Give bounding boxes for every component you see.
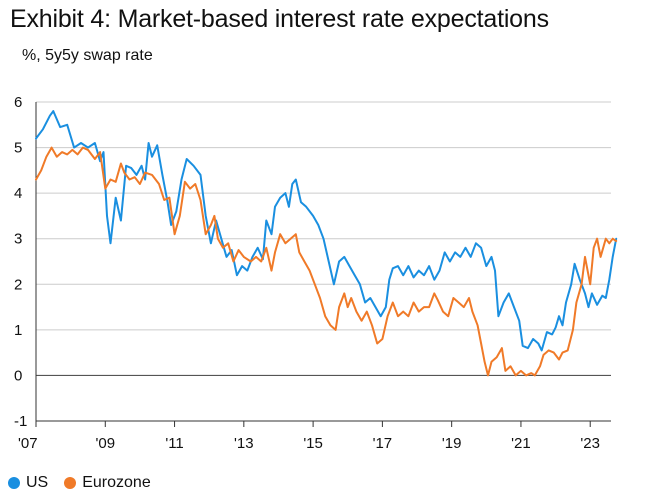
y-tick-label: 6: [14, 94, 22, 111]
x-tick-label: '23: [580, 435, 600, 452]
legend-item-eurozone[interactable]: Eurozone: [64, 474, 151, 492]
y-tick-label: 5: [14, 140, 22, 157]
y-tick-label: 1: [14, 322, 22, 339]
x-tick-label: '11: [165, 435, 183, 452]
chart-subtitle: %, 5y5y swap rate: [22, 47, 153, 64]
y-tick-label: 2: [14, 276, 22, 293]
x-tick-label: '17: [373, 435, 393, 452]
y-tick-label: 3: [14, 231, 22, 248]
chart-title: Exhibit 4: Market-based interest rate ex…: [10, 5, 549, 33]
x-tick-label: '21: [511, 435, 531, 452]
legend-swatch-eurozone: [64, 477, 77, 489]
x-tick-label: '13: [234, 435, 254, 452]
legend-item-us[interactable]: US: [8, 474, 48, 492]
y-tick-label: 4: [14, 185, 22, 202]
y-tick-label: 0: [14, 367, 22, 384]
x-tick-label: '07: [18, 435, 38, 452]
x-tick-label: '19: [442, 435, 462, 452]
series-line-us: [35, 110, 618, 352]
chart-legend: US Eurozone: [8, 474, 151, 492]
series-line-eurozone: [35, 146, 618, 377]
legend-label-us: US: [26, 474, 49, 491]
y-tick-label: -1: [14, 413, 27, 430]
x-tick-label: '09: [95, 435, 115, 452]
legend-label-eurozone: Eurozone: [82, 474, 151, 491]
x-tick-label: '15: [303, 435, 323, 452]
legend-swatch-us: [8, 477, 20, 489]
